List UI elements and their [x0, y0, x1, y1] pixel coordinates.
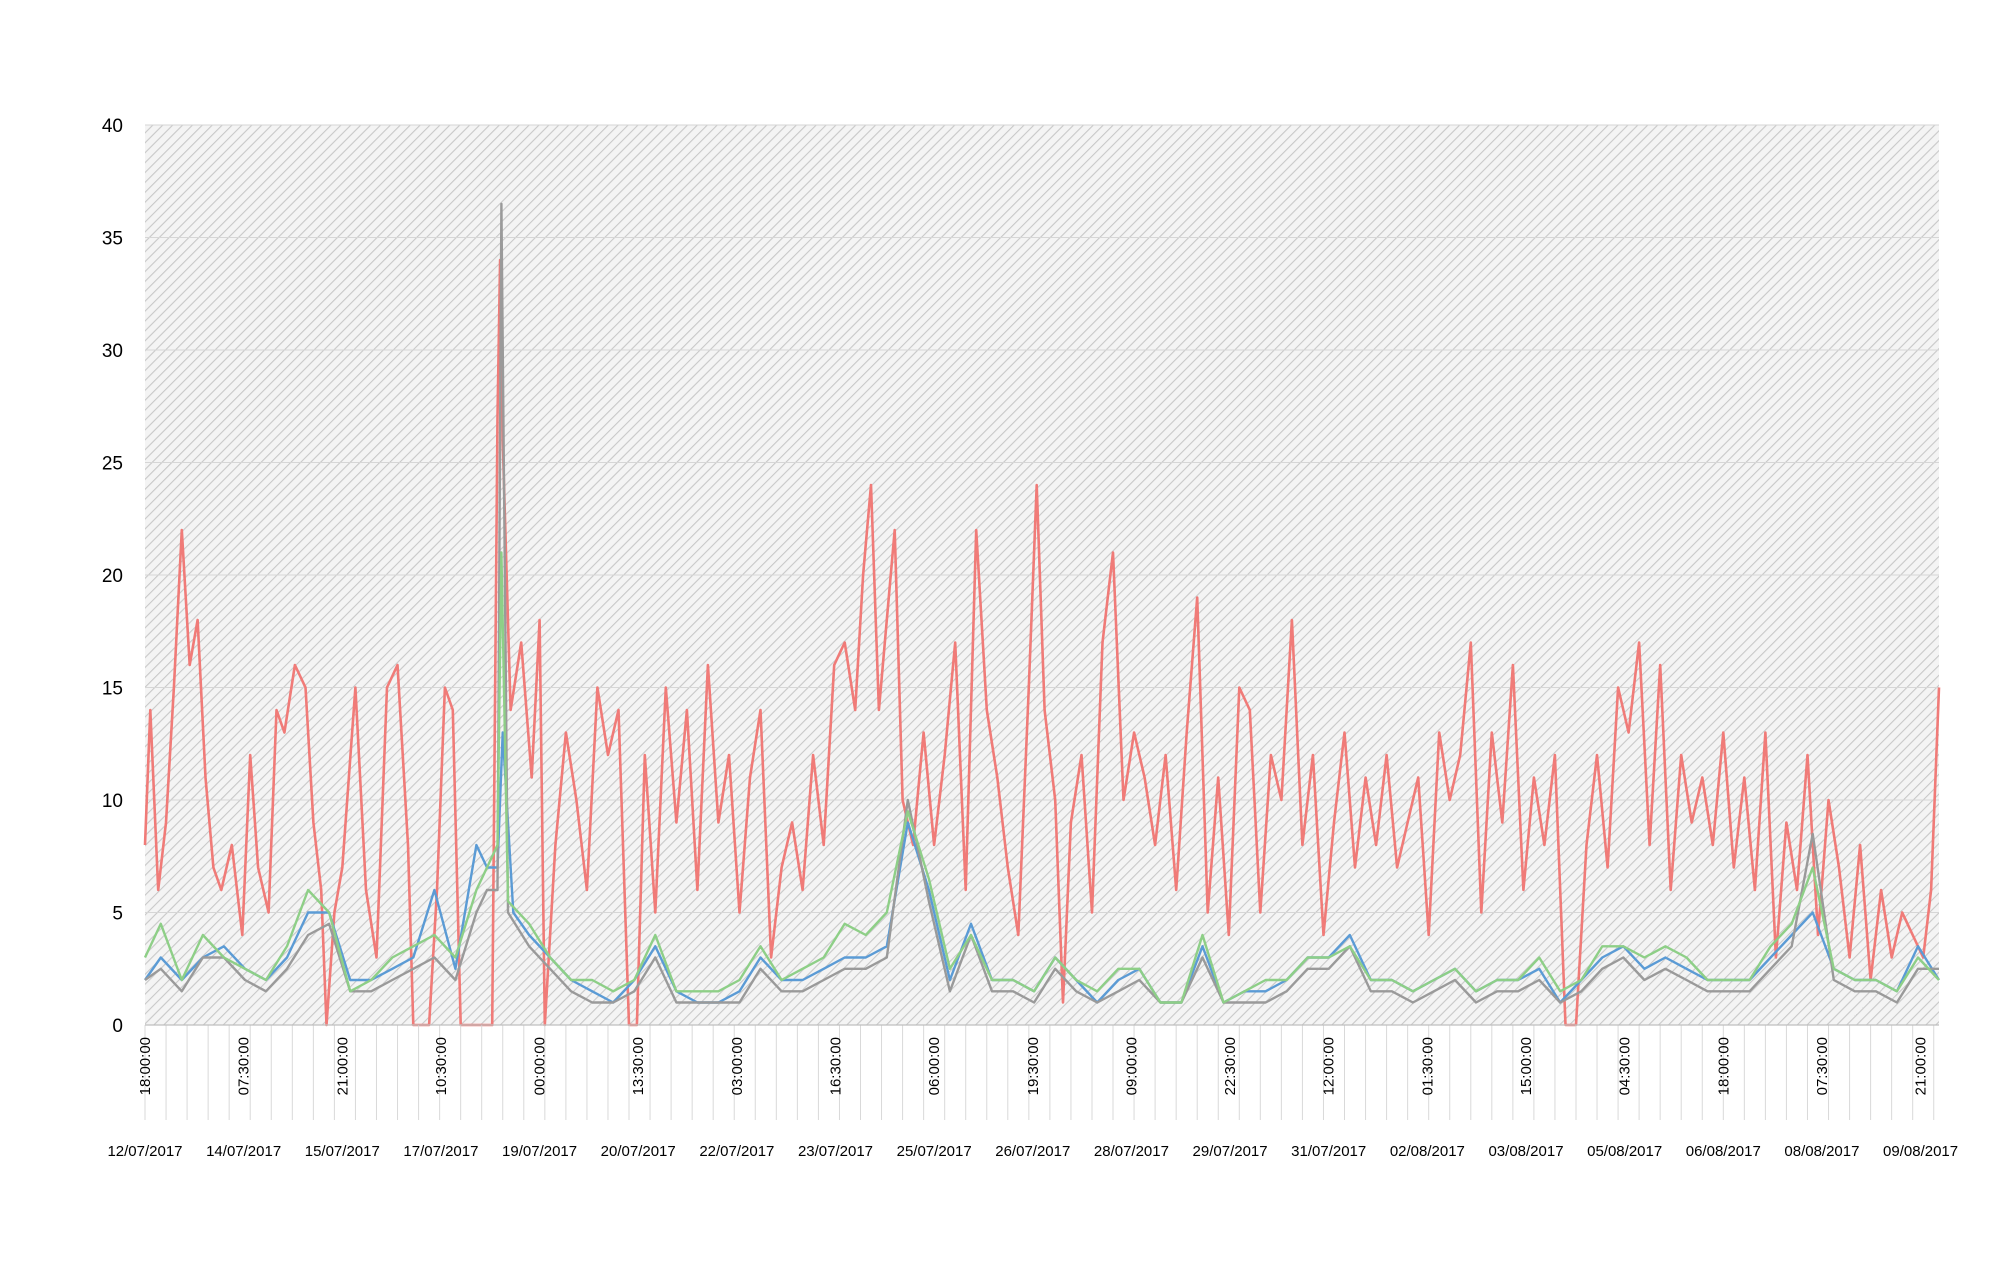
- y-tick-label: 30: [102, 341, 123, 362]
- x-date-label: 02/08/2017: [1390, 1143, 1465, 1160]
- y-tick-label: 25: [102, 454, 123, 475]
- y-tick-label: 0: [112, 1016, 123, 1037]
- x-date-label: 23/07/2017: [798, 1143, 873, 1160]
- x-time-label: 13:30:00: [630, 1037, 647, 1095]
- x-time-label: 22:30:00: [1222, 1037, 1239, 1095]
- x-date-label: 28/07/2017: [1094, 1143, 1169, 1160]
- x-date-label: 26/07/2017: [995, 1143, 1070, 1160]
- x-date-label: 03/08/2017: [1488, 1143, 1563, 1160]
- x-time-label: 10:30:00: [433, 1037, 450, 1095]
- y-tick-label: 15: [102, 679, 123, 700]
- x-time-label: 03:00:00: [729, 1037, 746, 1095]
- x-time-label: 21:00:00: [1913, 1037, 1930, 1095]
- x-date-label: 06/08/2017: [1686, 1143, 1761, 1160]
- x-date-label: 12/07/2017: [107, 1143, 182, 1160]
- x-time-label: 00:00:00: [532, 1037, 549, 1095]
- y-tick-label: 5: [112, 904, 123, 925]
- x-time-label: 07:30:00: [236, 1037, 253, 1095]
- x-time-label: 18:00:00: [137, 1037, 154, 1095]
- y-tick-label: 20: [102, 566, 123, 587]
- series-line-1: [143, 258, 1941, 1027]
- x-date-label: 15/07/2017: [305, 1143, 380, 1160]
- x-time-label: 16:30:00: [828, 1037, 845, 1095]
- x-time-label: 06:00:00: [926, 1037, 943, 1095]
- x-date-label: 31/07/2017: [1291, 1143, 1366, 1160]
- x-time-label: 12:00:00: [1321, 1037, 1338, 1095]
- x-date-label: 25/07/2017: [897, 1143, 972, 1160]
- x-date-label: 20/07/2017: [601, 1143, 676, 1160]
- y-tick-label: 10: [102, 791, 123, 812]
- x-date-label: 09/08/2017: [1883, 1143, 1958, 1160]
- series-line-4: [143, 551, 1940, 1004]
- y-tick-label: 40: [102, 116, 123, 137]
- x-date-label: 29/07/2017: [1193, 1143, 1268, 1160]
- series-line-3: [144, 202, 1939, 1004]
- x-date-label: 14/07/2017: [206, 1143, 281, 1160]
- x-date-label: 17/07/2017: [403, 1143, 478, 1160]
- x-time-label: 09:00:00: [1123, 1037, 1140, 1095]
- x-date-label: 19/07/2017: [502, 1143, 577, 1160]
- x-time-label: 01:30:00: [1419, 1037, 1436, 1095]
- x-time-label: 04:30:00: [1617, 1037, 1634, 1095]
- x-time-label: 15:00:00: [1518, 1037, 1535, 1095]
- x-date-label: 22/07/2017: [699, 1143, 774, 1160]
- x-date-label: 08/08/2017: [1784, 1143, 1859, 1160]
- x-time-label: 19:30:00: [1025, 1037, 1042, 1095]
- x-date-label: 05/08/2017: [1587, 1143, 1662, 1160]
- x-time-label: 07:30:00: [1814, 1037, 1831, 1095]
- y-tick-label: 35: [102, 229, 123, 250]
- x-time-label: 18:00:00: [1715, 1037, 1732, 1095]
- x-time-label: 21:00:00: [334, 1037, 351, 1095]
